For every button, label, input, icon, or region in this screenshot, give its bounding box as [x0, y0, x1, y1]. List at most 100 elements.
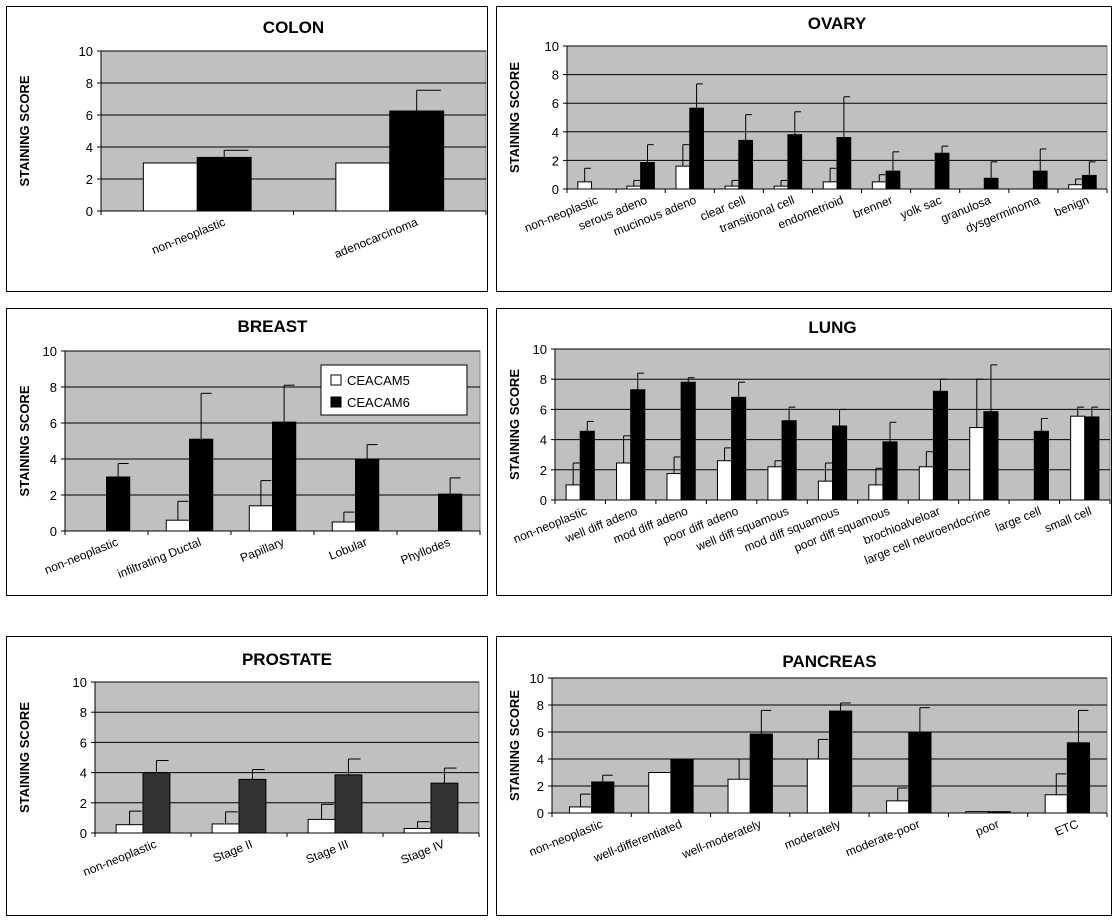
y-tick-label: 6	[552, 96, 559, 111]
prostate-chart-svg: 0 2 4 6 8 10 PROSTATE STAINING SCORE non-neoplas…	[17, 650, 480, 879]
x-category-label: well-moderately	[679, 817, 763, 862]
prostate-chart-panel: 0 2 4 6 8 10 PROSTATE STAINING SCORE non-neoplas…	[6, 636, 488, 916]
bar-ceacam6	[983, 177, 999, 190]
bar-ceacam6	[1081, 174, 1097, 190]
y-tick-label: 4	[80, 766, 87, 781]
x-category-label: small cell	[1042, 504, 1093, 535]
x-category-label: Stage II	[211, 837, 255, 865]
bar-ceacam6	[832, 425, 848, 501]
chart-title: LUNG	[808, 318, 856, 337]
bar-ceacam6	[689, 107, 704, 190]
bar-ceacam5	[773, 185, 789, 190]
bar-ceacam5	[115, 824, 144, 834]
bar-ceacam5	[403, 827, 432, 834]
bar-ceacam6	[836, 137, 852, 190]
bar-ceacam6	[908, 731, 932, 814]
bar-ceacam5	[577, 181, 593, 190]
x-category-label: poor	[974, 817, 1002, 839]
bar-ceacam6	[932, 390, 949, 501]
legend: CEACAM5 CEACAM6	[320, 364, 468, 416]
y-tick-label: 8	[86, 76, 93, 91]
y-axis-label: STAINING SCORE	[507, 62, 522, 173]
bar-ceacam5	[626, 185, 642, 190]
bar-ceacam5	[307, 818, 336, 834]
y-tick-label: 4	[540, 433, 547, 448]
bar-ceacam6	[738, 139, 754, 190]
ovary-chart-panel: 0 2 4 6 8 10 OVARY STAINING SCORE non-neoplastic…	[496, 6, 1112, 292]
x-category-label: Stage III	[304, 837, 351, 867]
bar-ceacam6	[885, 170, 901, 190]
legend-swatch	[330, 374, 342, 386]
y-tick-label: 2	[86, 172, 93, 187]
bar-ceacam6	[106, 476, 131, 532]
bar-ceacam6	[987, 811, 1011, 814]
chart-title: COLON	[263, 18, 324, 37]
legend-swatch	[330, 396, 342, 408]
bar-ceacam5	[335, 162, 391, 212]
bar-ceacam6	[579, 430, 595, 501]
breast-chart-panel: 0 2 4 6 8 10 BREAST STAINING SCORE non-neoplasti…	[6, 308, 488, 596]
y-axis-label: STAINING SCORE	[17, 385, 32, 496]
x-category-label: brenner	[851, 193, 895, 221]
bar-ceacam6	[640, 162, 655, 190]
y-tick-label: 10	[530, 671, 544, 686]
bar-ceacam5	[568, 806, 593, 814]
bar-ceacam5	[767, 466, 783, 501]
bar-ceacam6	[1032, 170, 1048, 190]
y-tick-label: 4	[50, 452, 57, 467]
y-tick-label: 0	[80, 826, 87, 841]
x-category-label: benign	[1052, 193, 1091, 219]
bar-ceacam5	[806, 758, 830, 814]
bar-ceacam5	[142, 162, 198, 212]
bar-ceacam5	[211, 823, 240, 834]
bar-ceacam5	[868, 484, 884, 501]
bar-ceacam5	[822, 181, 838, 190]
bar-ceacam5	[666, 473, 682, 501]
bar-ceacam6	[829, 710, 853, 814]
bar-ceacam5	[918, 466, 934, 501]
bar-ceacam6	[238, 778, 267, 834]
x-category-label: infiltrating Ductal	[116, 535, 204, 581]
y-tick-label: 2	[540, 463, 547, 478]
bar-ceacam6	[272, 421, 297, 532]
bar-ceacam6	[189, 438, 214, 532]
bar-ceacam5	[1068, 184, 1083, 190]
y-tick-label: 2	[552, 153, 559, 168]
chart-title: PROSTATE	[242, 650, 332, 669]
x-category-label: Stage IV	[399, 837, 447, 867]
bar-ceacam6	[882, 441, 898, 501]
y-tick-label: 8	[50, 380, 57, 395]
x-category-label: yolk sac	[898, 193, 943, 222]
bar-ceacam5	[871, 181, 887, 190]
bar-ceacam5	[969, 427, 985, 501]
x-category-label: Lobular	[327, 535, 369, 563]
bar-ceacam6	[142, 772, 171, 834]
y-tick-label: 4	[86, 140, 93, 155]
x-category-label: ETC	[1053, 817, 1081, 839]
bar-ceacam6	[670, 758, 694, 814]
chart-title: PANCREAS	[782, 652, 876, 671]
y-tick-label: 8	[80, 705, 87, 720]
y-tick-label: 0	[552, 182, 559, 197]
x-category-label: large cell	[993, 504, 1043, 535]
bar-ceacam5	[648, 772, 672, 814]
bar-ceacam6	[934, 152, 950, 190]
bar-ceacam5	[886, 800, 910, 814]
bar-ceacam6	[781, 420, 797, 501]
bar-ceacam6	[438, 493, 463, 532]
x-category-label: non-neoplastic	[81, 837, 159, 879]
bar-ceacam5	[248, 505, 273, 532]
y-axis-label: STAINING SCORE	[17, 75, 32, 186]
y-tick-label: 2	[50, 488, 57, 503]
bar-ceacam5	[965, 811, 989, 814]
y-axis-label: STAINING SCORE	[507, 369, 522, 480]
bar-ceacam6	[591, 781, 615, 814]
y-tick-label: 2	[537, 779, 544, 794]
y-tick-label: 8	[537, 698, 544, 713]
x-category-label: Papillary	[238, 535, 286, 565]
chart-title: BREAST	[238, 317, 309, 336]
y-tick-label: 10	[43, 344, 57, 359]
legend-box	[320, 364, 468, 416]
